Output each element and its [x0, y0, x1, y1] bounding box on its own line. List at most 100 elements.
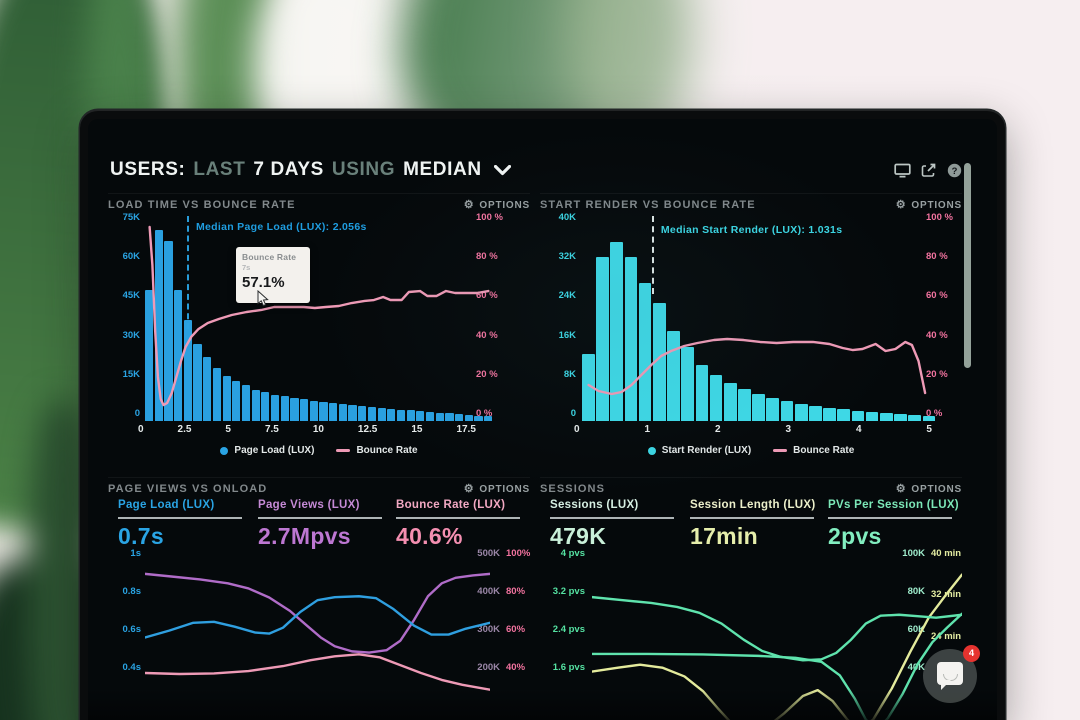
metric-pvs-per-session[interactable]: PVs Per Session (LUX) 2pvs	[828, 499, 959, 550]
tick-label: 10	[312, 424, 324, 435]
tick-label: 40 %	[926, 329, 948, 341]
histogram-bar	[455, 414, 464, 421]
chart-plot-area[interactable]	[145, 555, 490, 720]
histogram-bar	[908, 414, 921, 421]
histogram-bar	[464, 415, 473, 421]
tooltip-title: Bounce Rate	[242, 252, 297, 262]
panel-page-views-vs-onload: PAGE VIEWS VS ONLOAD ⚙ OPTIONS Page Load…	[108, 477, 530, 720]
histogram-bar	[212, 367, 221, 421]
dashboard-title-dropdown[interactable]: USERS: LAST 7 DAYS USING MEDIAN	[110, 157, 511, 183]
metric-page-load[interactable]: Page Load (LUX) 0.7s	[118, 499, 248, 550]
metric-label: Page Load (LUX)	[118, 499, 215, 511]
legend-item-page-load[interactable]: Page Load (LUX)	[220, 445, 314, 456]
options-label: OPTIONS	[911, 483, 962, 495]
metric-value: 2pvs	[828, 523, 882, 549]
tick-label: 75K	[122, 212, 140, 223]
histogram-bar	[435, 412, 444, 421]
legend-label: Bounce Rate	[793, 445, 855, 456]
tick-label: 40%	[506, 662, 526, 673]
panel-title: START RENDER VS BOUNCE RATE	[540, 199, 756, 211]
legend-line-icon	[773, 449, 788, 452]
legend-item-bounce-rate[interactable]: Bounce Rate	[773, 445, 854, 456]
tick-label: 24 min	[931, 630, 962, 642]
gear-icon: ⚙	[463, 198, 475, 211]
options-label: OPTIONS	[479, 199, 530, 211]
tick-label: 500K	[477, 548, 500, 559]
bounce-rate-line	[582, 216, 935, 421]
tick-label: 0	[570, 407, 576, 419]
options-button[interactable]: ⚙ OPTIONS	[896, 199, 962, 211]
chat-launcher[interactable]: 4	[923, 645, 980, 703]
options-button[interactable]: ⚙ OPTIONS	[463, 482, 530, 495]
metric-underline	[258, 517, 382, 519]
tick-label: 0	[574, 424, 580, 435]
share-icon[interactable]	[921, 163, 937, 178]
tick-label: 60K	[122, 251, 140, 263]
tick-label: 60 %	[476, 290, 498, 302]
metric-session-length[interactable]: Session Length (LUX) 17min	[690, 499, 820, 550]
tick-label: 20 %	[476, 368, 498, 380]
metric-value: 0.7s	[118, 523, 164, 549]
legend-item-bounce-rate[interactable]: Bounce Rate	[336, 445, 418, 456]
tick-label: 12.5	[357, 424, 378, 435]
chat-smile-icon	[943, 674, 958, 681]
legend-label: Bounce Rate	[356, 445, 418, 456]
tick-label: 80%	[506, 586, 526, 597]
metric-bounce-rate[interactable]: Bounce Rate (LUX) 40.6%	[396, 499, 526, 550]
chart-plot-area[interactable]: Median Start Render (LUX): 1.031s	[582, 216, 936, 421]
legend-item-start-render[interactable]: Start Render (LUX)	[647, 445, 751, 456]
chat-unread-badge: 4	[963, 645, 980, 662]
title-segment: USING	[331, 159, 396, 180]
y-axis-left: 4 pvs 3.2 pvs 2.4 pvs 1.6 pvs	[540, 549, 585, 673]
title-segment: MEDIAN	[403, 159, 482, 180]
tick-label: 8K	[563, 368, 576, 380]
metric-page-views[interactable]: Page Views (LUX) 2.7Mpvs	[258, 499, 388, 550]
tick-label: 100 %	[476, 212, 503, 223]
histogram-bar	[406, 410, 415, 421]
title-segment: 7 DAYS	[253, 159, 324, 180]
tick-label: 7.5	[264, 424, 279, 435]
metrics-row: Page Load (LUX) 0.7s Page Views (LUX) 2.…	[108, 499, 530, 549]
options-button[interactable]: ⚙ OPTIONS	[896, 483, 962, 495]
histogram-bar	[695, 364, 709, 421]
histogram-bar	[681, 346, 694, 421]
bounce-rate-line	[145, 216, 492, 421]
chat-bubble-icon	[937, 662, 963, 690]
gear-icon: ⚙	[463, 482, 475, 495]
legend-line-icon	[336, 449, 351, 452]
metric-label: Page Views (LUX)	[258, 499, 360, 511]
histogram-bar	[377, 407, 386, 421]
panel-header: LOAD TIME VS BOUNCE RATE ⚙ OPTIONS	[108, 193, 530, 213]
help-icon[interactable]: ?	[947, 163, 962, 178]
mouse-cursor	[257, 290, 269, 307]
panel-title: PAGE VIEWS VS ONLOAD	[108, 483, 268, 495]
y-axis-left: 75K 60K 45K 30K 15K 0	[108, 213, 140, 419]
legend: Start Render (LUX) Bounce Rate	[540, 445, 962, 456]
tick-label: 20 %	[926, 368, 948, 380]
histogram-bar	[193, 344, 202, 421]
panel-start-render-vs-bounce-rate: START RENDER VS BOUNCE RATE ⚙ OPTIONS 40…	[540, 193, 962, 465]
chart-plot-area[interactable]: Median Page Load (LUX): 2.056s Bounce Ra…	[145, 216, 493, 421]
histogram-bar	[865, 411, 879, 421]
histogram-bar	[261, 392, 270, 421]
histogram-bar	[348, 405, 357, 421]
scrollbar-thumb[interactable]	[964, 163, 971, 368]
chart-plot-area[interactable]	[592, 555, 962, 720]
tick-label: 2.4 pvs	[552, 624, 585, 635]
histogram-bar	[610, 241, 624, 421]
monitor-icon[interactable]	[894, 163, 911, 178]
metric-sessions[interactable]: Sessions (LUX) 479K	[550, 499, 680, 550]
options-label: OPTIONS	[911, 199, 962, 211]
metric-label: Bounce Rate (LUX)	[396, 499, 506, 511]
options-button[interactable]: ⚙ OPTIONS	[463, 198, 530, 211]
y-axis-right-pageviews: 500K 400K 300K 200K	[448, 549, 500, 673]
histogram-bar	[723, 382, 737, 421]
metric-label: Session Length (LUX)	[690, 499, 816, 511]
histogram-bar	[251, 389, 260, 421]
panel-title: SESSIONS	[540, 483, 606, 495]
tick-label: 0.8s	[122, 586, 142, 597]
legend-dot-icon	[647, 446, 656, 455]
histogram-bar	[270, 395, 280, 421]
tick-label: 4 pvs	[560, 548, 585, 559]
histogram-start-render	[582, 216, 936, 421]
